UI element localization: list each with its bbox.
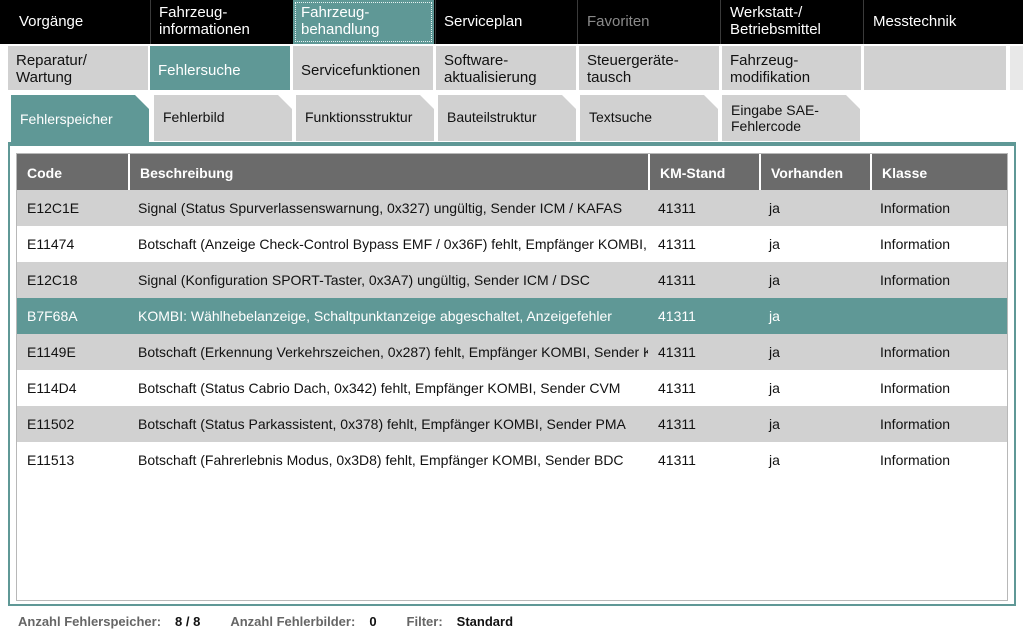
cell-vorhanden: ja xyxy=(769,344,780,360)
cell-code: E114D4 xyxy=(27,380,77,396)
cell-code: E12C18 xyxy=(27,272,78,288)
table-row[interactable]: E114D4 Botschaft (Status Cabrio Dach, 0x… xyxy=(17,370,1007,406)
tab-fehlerspeicher[interactable]: Fehlerspeicher xyxy=(11,95,149,145)
topnav-fahrzeuginformationen[interactable]: Fahrzeug- informationen xyxy=(159,4,250,38)
table-row[interactable]: E11474 Botschaft (Anzeige Check-Control … xyxy=(17,226,1007,262)
cell-klasse: Information xyxy=(880,380,951,396)
status-footer: Anzahl Fehlerspeicher: 8 / 8 Anzahl Fehler… xyxy=(18,614,543,629)
column-header-beschreibung[interactable]: Beschreibung xyxy=(130,154,650,190)
tab-fehlerbild[interactable]: Fehlerbild xyxy=(154,95,292,141)
cell-klasse: Information xyxy=(880,200,951,216)
cell-code: E12C1E xyxy=(27,200,80,216)
tab-funktionsstruktur[interactable]: Funktionsstruktur xyxy=(296,95,434,141)
cell-vorhanden: ja xyxy=(769,308,780,324)
subnav-servicefunktionen[interactable]: Servicefunktionen xyxy=(293,46,433,90)
top-navigation: Vorgänge Fahrzeug- informationen Fahrzeu… xyxy=(0,0,1023,44)
cell-beschreibung: Botschaft (Fahrerlebnis Modus, 0x3D8) fe… xyxy=(138,452,624,468)
topnav-werkstatt-betriebsmittel[interactable]: Werkstatt-/ Betriebsmittel xyxy=(730,4,821,38)
tab-eingabe-sae-fehlercode[interactable]: Eingabe SAE- Fehlercode xyxy=(722,95,860,141)
cell-km-stand: 41311 xyxy=(658,272,696,288)
sub-navigation: Reparatur/ Wartung Fehlersuche Servicefu… xyxy=(0,44,1008,92)
column-header-vorhanden[interactable]: Vorhanden xyxy=(761,154,872,190)
fault-image-count-value: 0 xyxy=(369,614,377,629)
filter-value[interactable]: Standard xyxy=(456,614,514,629)
cell-beschreibung: Signal (Konfiguration SPORT-Taster, 0x3A… xyxy=(138,272,590,288)
tab-bauteilstruktur[interactable]: Bauteilstruktur xyxy=(438,95,576,141)
topnav-divider xyxy=(863,0,864,44)
subnav-scroll-area[interactable] xyxy=(1010,46,1023,90)
column-header-km-stand[interactable]: KM-Stand xyxy=(650,154,761,190)
cell-km-stand: 41311 xyxy=(658,308,696,324)
table-row[interactable]: E1149E Botschaft (Erkennung Verkehrszeic… xyxy=(17,334,1007,370)
table-header: Code Beschreibung KM-Stand Vorhanden Kla… xyxy=(17,154,1007,190)
table-row[interactable]: E11502 Botschaft (Status Parkassistent, … xyxy=(17,406,1007,442)
cell-code: E11474 xyxy=(27,236,75,252)
cell-code: E11502 xyxy=(27,416,75,432)
cell-klasse: Information xyxy=(880,416,951,432)
cell-vorhanden: ja xyxy=(769,416,780,432)
topnav-divider xyxy=(435,0,436,44)
table-row[interactable]: E11513 Botschaft (Fahrerlebnis Modus, 0x… xyxy=(17,442,1007,478)
cell-code: E1149E xyxy=(27,344,76,360)
topnav-messtechnik[interactable]: Messtechnik xyxy=(873,13,957,30)
topnav-favoriten[interactable]: Favoriten xyxy=(587,13,650,30)
cell-beschreibung: Botschaft (Status Parkassistent, 0x378) … xyxy=(138,416,626,432)
fault-image-count-label: Anzahl Fehlerbilder: xyxy=(230,614,356,629)
subnav-fahrzeug-modifikation[interactable]: Fahrzeug- modifikation xyxy=(722,46,861,90)
cell-beschreibung: Botschaft (Status Cabrio Dach, 0x342) fe… xyxy=(138,380,621,396)
cell-beschreibung: Signal (Status Spurverlassenswarnung, 0x… xyxy=(138,200,623,216)
cell-vorhanden: ja xyxy=(769,452,780,468)
filter-label: Filter: xyxy=(406,614,443,629)
tab-textsuche[interactable]: Textsuche xyxy=(580,95,718,141)
cell-klasse: Information xyxy=(880,452,951,468)
topnav-fahrzeugbehandlung[interactable]: Fahrzeug- behandlung xyxy=(293,0,434,44)
topnav-vorgaenge[interactable]: Vorgänge xyxy=(19,13,84,30)
cell-klasse xyxy=(870,298,1005,334)
subnav-reparatur-wartung[interactable]: Reparatur/ Wartung xyxy=(8,46,148,90)
cell-km-stand: 41311 xyxy=(658,236,696,252)
cell-km-stand: 41311 xyxy=(658,344,696,360)
topnav-divider xyxy=(577,0,578,44)
cell-km-stand: 41311 xyxy=(658,452,696,468)
subnav-software-aktualisierung[interactable]: Software- aktualisierung xyxy=(436,46,576,90)
cell-code: B7F68A xyxy=(27,308,78,324)
cell-klasse: Information xyxy=(880,272,951,288)
table-row-selected[interactable]: B7F68A KOMBI: Wählhebelanzeige, Schaltpu… xyxy=(17,298,1007,334)
cell-code: E11513 xyxy=(27,452,75,468)
fault-memory-panel: Code Beschreibung KM-Stand Vorhanden Kla… xyxy=(8,142,1016,606)
topnav-divider xyxy=(150,0,151,44)
column-header-code[interactable]: Code xyxy=(17,154,130,190)
subnav-fehlersuche[interactable]: Fehlersuche xyxy=(150,46,290,90)
cell-vorhanden: ja xyxy=(769,380,780,396)
cell-km-stand: 41311 xyxy=(658,380,696,396)
cell-klasse: Information xyxy=(880,344,951,360)
cell-km-stand: 41311 xyxy=(658,200,696,216)
cell-beschreibung: Botschaft (Erkennung Verkehrszeichen, 0x… xyxy=(138,344,648,360)
fault-memory-count-value: 8 / 8 xyxy=(175,614,201,629)
cell-vorhanden: ja xyxy=(769,272,780,288)
fault-memory-count-label: Anzahl Fehlerspeicher: xyxy=(18,614,162,629)
table-row[interactable]: E12C18 Signal (Konfiguration SPORT-Taste… xyxy=(17,262,1007,298)
topnav-serviceplan[interactable]: Serviceplan xyxy=(444,13,523,30)
fault-table: Code Beschreibung KM-Stand Vorhanden Kla… xyxy=(16,153,1008,601)
cell-klasse: Information xyxy=(880,236,951,252)
cell-vorhanden: ja xyxy=(769,200,780,216)
column-header-klasse[interactable]: Klasse xyxy=(882,165,928,181)
cell-vorhanden: ja xyxy=(769,236,780,252)
cell-km-stand: 41311 xyxy=(658,416,696,432)
subnav-steuergeraete-tausch[interactable]: Steuergeräte- tausch xyxy=(579,46,719,90)
topnav-divider xyxy=(720,0,721,44)
table-row[interactable]: E12C1E Signal (Status Spurverlassenswarn… xyxy=(17,190,1007,226)
cell-beschreibung: KOMBI: Wählhebelanzeige, Schaltpunktanze… xyxy=(138,308,612,324)
cell-beschreibung: Botschaft (Anzeige Check-Control Bypass … xyxy=(138,236,647,252)
subnav-empty-slot xyxy=(864,46,1006,90)
